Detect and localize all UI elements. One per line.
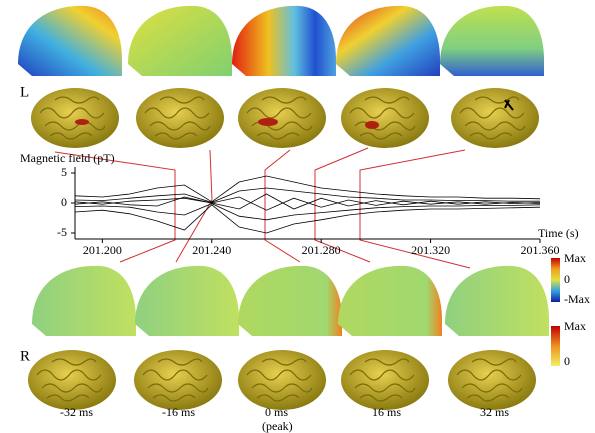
trace [75, 205, 540, 233]
time-label: -16 ms [162, 405, 195, 419]
trace [75, 176, 540, 202]
peak-label: (peak) [262, 419, 293, 433]
side-label: R [20, 348, 30, 364]
figure: L R Magnetic field (pT) Time (s) Max 0 -… [0, 0, 595, 433]
colorbar-label: -Max [564, 292, 590, 306]
y-axis-label: Magnetic field (pT) [20, 151, 115, 165]
x-tick-label: 201.280 [302, 243, 341, 257]
time-label: 32 ms [480, 405, 509, 419]
y-tick-label: 0 [61, 195, 67, 209]
x-tick-label: 201.240 [192, 243, 231, 257]
side-label: L [20, 84, 29, 100]
brains-bottom [28, 350, 536, 410]
colorbar-label: 0 [564, 272, 570, 286]
x-tick-label: 201.320 [411, 243, 450, 257]
time-label: 0 ms [265, 405, 288, 419]
time-label: -32 ms [60, 405, 93, 419]
colorbar-label: Max [564, 319, 586, 333]
x-tick-label: 201.360 [521, 243, 560, 257]
head-maps-bottom [32, 266, 549, 336]
x-tick-label: 201.200 [83, 243, 122, 257]
trace [75, 194, 540, 209]
colorbar-label: Max [564, 251, 586, 265]
y-tick-label: -5 [57, 225, 67, 239]
colorbar [551, 326, 560, 366]
head-maps-top [18, 6, 544, 76]
colorbar-label: 0 [564, 354, 570, 368]
y-tick-label: 5 [61, 165, 67, 179]
time-label: 16 ms [372, 405, 401, 419]
colorbar [551, 258, 560, 302]
plot: -5 0 5 201.200 201.240 201.280 201.320 201.360 [57, 165, 560, 257]
brains-top [31, 88, 539, 148]
x-axis-label: Time (s) [538, 226, 579, 240]
